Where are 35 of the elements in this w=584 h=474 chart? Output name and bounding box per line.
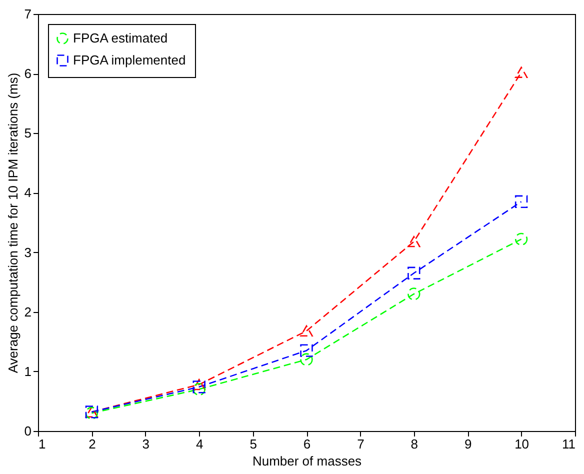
x-tick-label: 8 bbox=[410, 436, 418, 452]
x-axis-title: Number of masses bbox=[252, 454, 362, 468]
legend-label: FPGA estimated bbox=[73, 30, 168, 46]
point bbox=[192, 380, 206, 394]
point bbox=[192, 378, 206, 390]
point bbox=[514, 195, 528, 208]
x-tick-label: 2 bbox=[88, 436, 96, 452]
point bbox=[514, 232, 528, 246]
y-axis-title: Average computation time for 10 IPM iterations (ms) bbox=[5, 72, 20, 374]
point bbox=[300, 353, 313, 366]
y-tick-label: 7 bbox=[24, 6, 32, 22]
point bbox=[514, 66, 528, 78]
point bbox=[300, 344, 313, 357]
y-tick-label: 6 bbox=[24, 66, 32, 82]
x-tick-label: 7 bbox=[357, 436, 364, 452]
point bbox=[300, 325, 313, 337]
y-tick-label: 4 bbox=[24, 185, 32, 200]
y-tick-label: 3 bbox=[24, 244, 32, 260]
legend-label: FPGA implemented bbox=[73, 52, 186, 68]
x-tick-label: 6 bbox=[303, 436, 311, 452]
y-tick-label: 5 bbox=[24, 126, 32, 141]
point bbox=[408, 288, 420, 300]
point bbox=[408, 266, 420, 280]
y-tick-label: 0 bbox=[24, 424, 32, 438]
x-tick-label: 1 bbox=[38, 436, 46, 452]
x-tick-label: 5 bbox=[250, 436, 257, 452]
y-tick-label: 2 bbox=[24, 304, 32, 320]
x-tick-label: 3 bbox=[142, 436, 150, 452]
x-tick-label: 4 bbox=[196, 436, 204, 452]
x-tick-label: 9 bbox=[464, 436, 472, 452]
point bbox=[192, 382, 206, 396]
x-tick-label: 10 bbox=[514, 436, 530, 452]
point bbox=[408, 236, 420, 248]
y-tick-label: 1 bbox=[24, 364, 32, 379]
x-tick-label: 11 bbox=[562, 436, 576, 452]
